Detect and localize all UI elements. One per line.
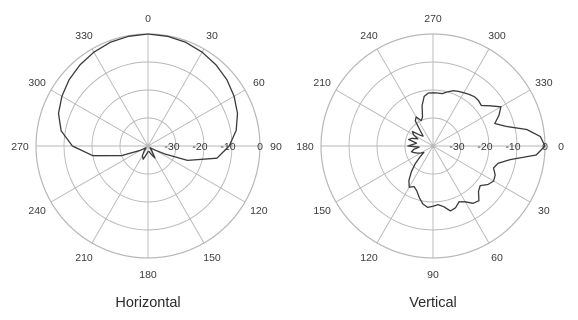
grid-spoke <box>432 145 531 203</box>
radial-tick-label: 0 <box>542 141 548 153</box>
angle-tick-label: 30 <box>206 30 218 42</box>
angle-tick-label: 60 <box>491 252 503 264</box>
angle-tick-label: 270 <box>11 141 29 153</box>
angle-tick-label: 240 <box>360 30 378 42</box>
angle-tick-label: 270 <box>424 13 442 25</box>
vertical-radial-labels: 0 -10 -20 -30 <box>449 141 548 153</box>
vertical-series <box>407 90 546 212</box>
horizontal-series <box>57 33 239 162</box>
grid-spoke <box>147 145 205 244</box>
grid-spoke <box>147 48 205 147</box>
angle-tick-label: 240 <box>28 205 46 217</box>
horizontal-grid <box>35 33 261 259</box>
pattern-trace <box>407 90 546 212</box>
angle-tick-label: 150 <box>313 205 331 217</box>
angle-tick-label: 90 <box>427 269 439 281</box>
horizontal-radial-labels: 0-10-20-30 <box>164 141 263 153</box>
grid-spoke <box>147 89 246 147</box>
pattern-trace <box>57 33 239 162</box>
grid-spoke <box>91 145 149 244</box>
vertical-caption: Vertical <box>409 295 457 311</box>
grid-spoke <box>376 145 434 244</box>
angle-tick-label: 300 <box>488 30 506 42</box>
angle-tick-label: 0 <box>558 141 564 153</box>
angle-tick-label: 60 <box>253 77 265 89</box>
grid-spoke <box>376 48 434 147</box>
angle-tick-label: 330 <box>535 77 553 89</box>
angle-tick-label: 0 <box>145 13 151 25</box>
radial-tick-label: -20 <box>192 141 207 153</box>
angle-tick-label: 330 <box>75 30 93 42</box>
vertical-polar-chart: 270 300 330 0 30 60 90 120 150 180 210 240 0 -10 -20 -… <box>296 13 564 311</box>
grid-spoke <box>50 89 149 147</box>
grid-spoke <box>432 145 490 244</box>
grid-spoke <box>50 145 149 203</box>
angle-tick-label: 150 <box>203 252 221 264</box>
grid-spoke <box>335 89 434 147</box>
angle-tick-label: 90 <box>270 141 282 153</box>
horizontal-caption: Horizontal <box>115 295 180 311</box>
angle-tick-label: 210 <box>75 252 93 264</box>
angle-tick-label: 300 <box>28 77 46 89</box>
grid-spoke <box>91 48 149 147</box>
radial-tick-label: -20 <box>477 141 492 153</box>
angle-tick-label: 120 <box>250 205 268 217</box>
radial-tick-label: 0 <box>257 141 263 153</box>
angle-tick-label: 120 <box>360 252 378 264</box>
grid-spoke <box>432 89 531 147</box>
angle-tick-label: 30 <box>538 205 550 217</box>
radial-tick-label: -30 <box>449 141 464 153</box>
grid-spoke <box>147 145 246 203</box>
angle-tick-label: 180 <box>296 141 314 153</box>
grid-spoke <box>432 48 490 147</box>
grid-spoke <box>335 145 434 203</box>
radial-tick-label: -10 <box>505 141 520 153</box>
vertical-angle-labels: 270 300 330 0 30 60 90 120 150 180 210 240 <box>296 13 564 281</box>
angle-tick-label: 180 <box>139 269 157 281</box>
radial-tick-label: -30 <box>164 141 179 153</box>
angle-tick-label: 210 <box>313 77 331 89</box>
horizontal-angle-labels: 0 30 60 90 120 150 180 210 240 270 300 330 <box>11 13 282 281</box>
